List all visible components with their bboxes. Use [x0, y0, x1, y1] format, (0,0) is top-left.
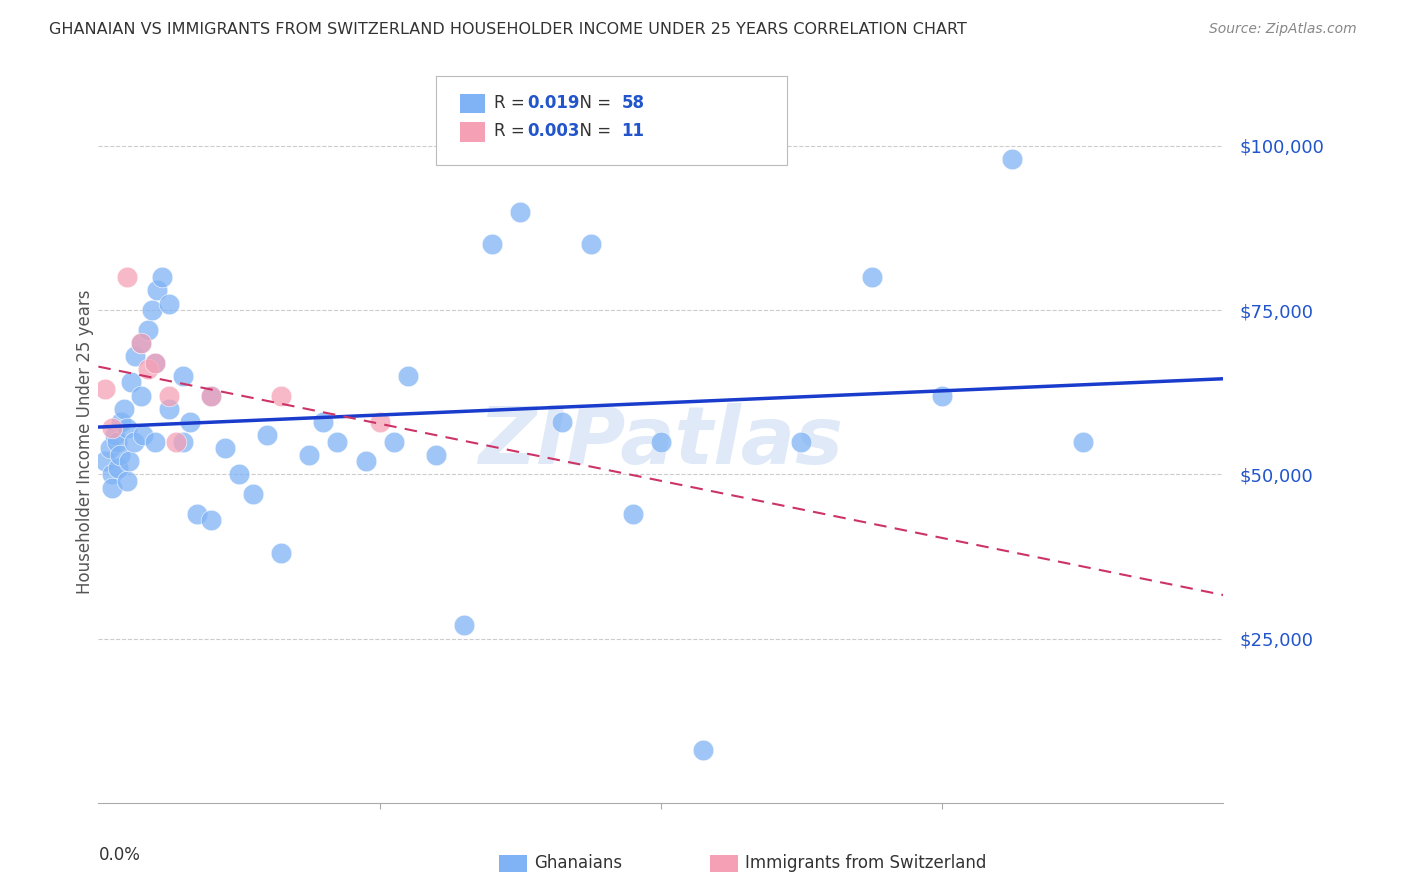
Point: [165, 434, 187, 449]
Point: [94, 382, 117, 396]
Point: [136, 323, 159, 337]
Point: [382, 434, 405, 449]
Point: [101, 421, 124, 435]
Point: [105, 434, 128, 449]
Point: [214, 441, 236, 455]
Text: N =: N =: [569, 94, 617, 112]
Point: [143, 356, 166, 370]
Point: [396, 368, 419, 383]
Text: Source: ZipAtlas.com: Source: ZipAtlas.com: [1209, 22, 1357, 37]
Text: Ghanaians: Ghanaians: [534, 855, 623, 872]
Point: [354, 454, 377, 468]
Text: GHANAIAN VS IMMIGRANTS FROM SWITZERLAND HOUSEHOLDER INCOME UNDER 25 YEARS CORREL: GHANAIAN VS IMMIGRANTS FROM SWITZERLAND …: [49, 22, 967, 37]
Point: [650, 434, 672, 449]
Point: [101, 481, 124, 495]
Point: [129, 336, 152, 351]
Point: [186, 507, 208, 521]
Point: [172, 368, 194, 383]
Point: [931, 388, 953, 402]
Point: [453, 618, 475, 632]
Text: R =: R =: [494, 122, 530, 140]
Point: [1001, 152, 1024, 166]
Point: [228, 467, 250, 482]
Point: [108, 448, 131, 462]
Text: 11: 11: [621, 122, 644, 140]
Point: [141, 303, 163, 318]
Point: [1071, 434, 1094, 449]
Point: [621, 507, 644, 521]
Point: [94, 454, 117, 468]
Text: Immigrants from Switzerland: Immigrants from Switzerland: [745, 855, 987, 872]
Point: [270, 546, 292, 560]
Point: [579, 237, 602, 252]
Point: [157, 296, 180, 310]
Point: [146, 284, 169, 298]
Point: [118, 454, 141, 468]
Point: [692, 743, 714, 757]
Point: [110, 415, 132, 429]
Point: [481, 237, 503, 252]
Point: [107, 460, 129, 475]
Text: 0.003: 0.003: [527, 122, 579, 140]
Point: [509, 204, 531, 219]
Point: [124, 349, 146, 363]
Point: [200, 388, 222, 402]
Text: ZIPatlas: ZIPatlas: [478, 402, 844, 481]
Point: [790, 434, 813, 449]
Point: [115, 474, 138, 488]
Point: [368, 415, 391, 429]
Point: [143, 356, 166, 370]
Point: [326, 434, 349, 449]
Text: N =: N =: [569, 122, 617, 140]
Point: [312, 415, 335, 429]
Point: [122, 434, 145, 449]
Text: 0.0%: 0.0%: [98, 847, 141, 864]
Text: 58: 58: [621, 94, 644, 112]
Point: [101, 467, 124, 482]
Point: [112, 401, 135, 416]
Point: [200, 513, 222, 527]
Point: [860, 270, 883, 285]
Point: [179, 415, 201, 429]
Y-axis label: Householder Income Under 25 years: Householder Income Under 25 years: [76, 289, 94, 594]
Point: [98, 441, 121, 455]
Point: [298, 448, 321, 462]
Point: [115, 421, 138, 435]
Point: [200, 388, 222, 402]
Point: [256, 428, 278, 442]
Point: [551, 415, 574, 429]
Point: [129, 336, 152, 351]
Point: [115, 270, 138, 285]
Point: [425, 448, 447, 462]
Point: [157, 401, 180, 416]
Point: [136, 362, 159, 376]
Point: [150, 270, 173, 285]
Point: [157, 388, 180, 402]
Point: [132, 428, 155, 442]
Point: [120, 376, 142, 390]
Text: R =: R =: [494, 94, 530, 112]
Text: 0.019: 0.019: [527, 94, 579, 112]
Point: [270, 388, 292, 402]
Point: [172, 434, 194, 449]
Point: [242, 487, 264, 501]
Point: [143, 434, 166, 449]
Point: [104, 428, 127, 442]
Point: [129, 388, 152, 402]
